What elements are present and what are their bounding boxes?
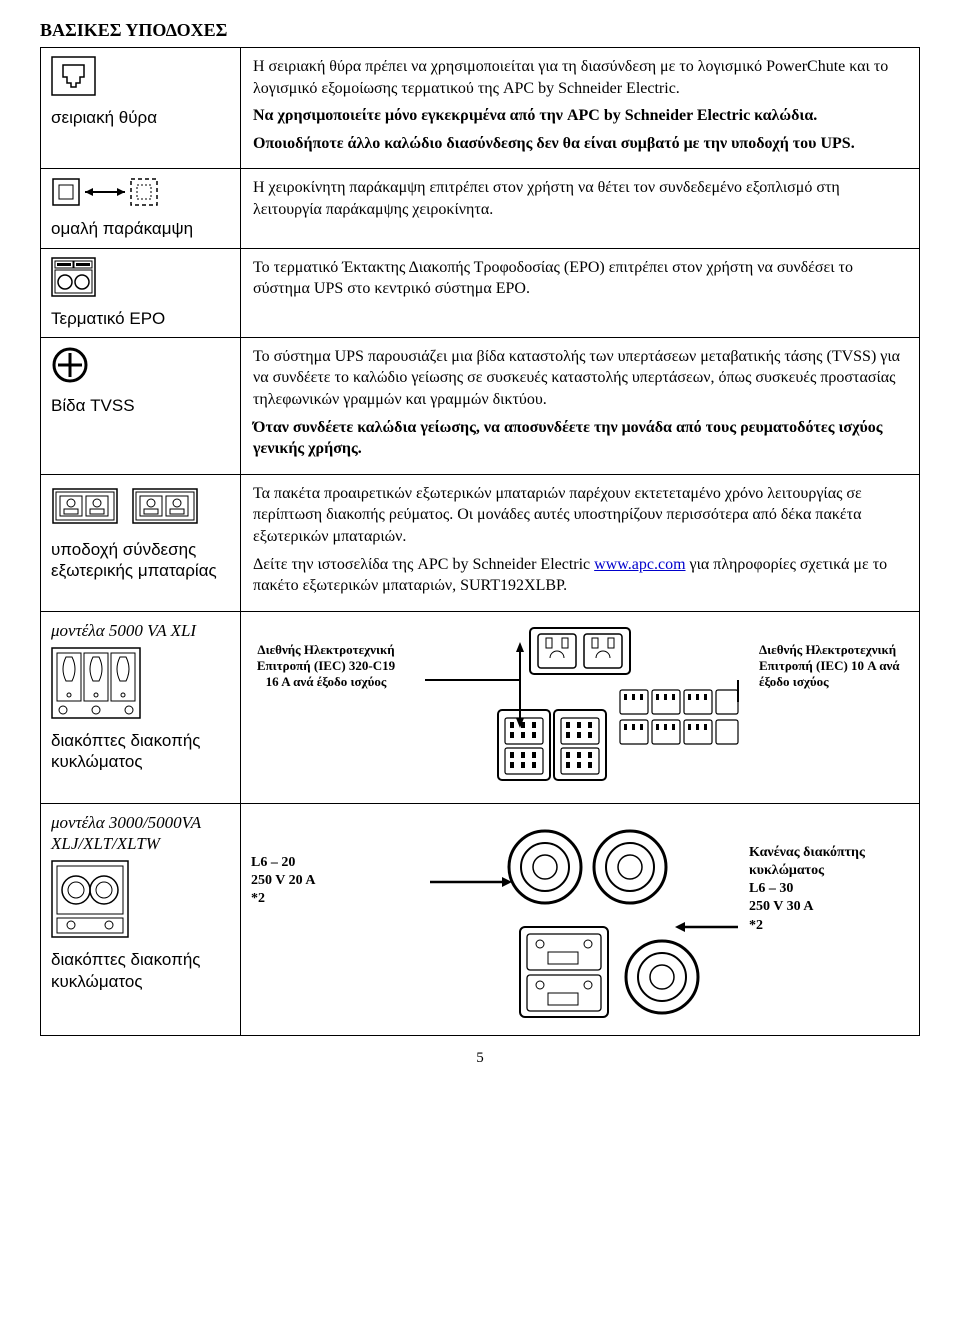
cell-serial-label: σειριακή θύρα <box>41 48 241 168</box>
xli-model: μοντέλα 5000 VA XLI <box>51 620 230 641</box>
cell-tvss-desc: Το σύστημα UPS παρουσιάζει μια βίδα κατα… <box>241 338 919 474</box>
xlj-right-text: Κανένας διακόπτης κυκλώματος L6 – 30 250… <box>749 844 909 935</box>
specs-table: σειριακή θύρα Η σειριακή θύρα πρέπει να … <box>40 47 920 1036</box>
row-xli: μοντέλα 5000 VA XLI <box>41 612 919 804</box>
cell-xlj-diagram: L6 – 20 250 V 20 A *2 <box>241 804 919 1035</box>
circuit-breaker-icon-2 <box>51 860 230 943</box>
cell-epo-label: Τερματικό EPO <box>41 249 241 337</box>
battery-label: υποδοχή σύνδεσης εξωτερικής μπαταρίας <box>51 539 230 582</box>
row-tvss: Βίδα TVSS Το σύστημα UPS παρουσιάζει μια… <box>41 338 919 475</box>
battery-p2: Δείτε την ιστοσελίδα της APC by Schneide… <box>253 554 907 597</box>
battery-connector-icon <box>51 483 230 533</box>
xli-outlets-diagram <box>420 620 740 795</box>
serial-p2: Να χρησιμοποιείτε μόνο εγκεκριμένα από τ… <box>253 105 907 127</box>
cell-battery-desc: Τα πακέτα προαιρετικών εξωτερικών μπαταρ… <box>241 475 919 611</box>
serial-port-icon <box>51 56 230 101</box>
xlj-outlets-diagram <box>420 812 740 1027</box>
row-battery: υποδοχή σύνδεσης εξωτερικής μπαταρίας Τα… <box>41 475 919 612</box>
bypass-p1: Η χειροκίνητη παράκαμψη επιτρέπει στον χ… <box>253 177 907 220</box>
cell-battery-label: υποδοχή σύνδεσης εξωτερικής μπαταρίας <box>41 475 241 611</box>
battery-p2a: Δείτε την ιστοσελίδα της APC by Schneide… <box>253 556 594 573</box>
cell-xlj-label: μοντέλα 3000/5000VA XLJ/XLT/XLTW διακόπτ… <box>41 804 241 1035</box>
bypass-label: ομαλή παράκαμψη <box>51 218 230 239</box>
epo-label: Τερματικό EPO <box>51 308 230 329</box>
serial-p3: Οποιοδήποτε άλλο καλώδιο διασύνδεσης δεν… <box>253 133 907 155</box>
section-title: ΒΑΣΙΚΕΣ ΥΠΟΔΟΧΕΣ <box>40 20 920 41</box>
page-number: 5 <box>40 1050 920 1067</box>
xli-label: διακόπτες διακοπής κυκλώματος <box>51 730 230 773</box>
apc-link[interactable]: www.apc.com <box>594 556 685 573</box>
cell-epo-desc: Το τερματικό Έκτακτης Διακοπής Τροφοδοσί… <box>241 249 919 337</box>
xlj-label: διακόπτες διακοπής κυκλώματος <box>51 949 230 992</box>
serial-p1: Η σειριακή θύρα πρέπει να χρησιμοποιείτα… <box>253 56 907 99</box>
cell-xli-label: μοντέλα 5000 VA XLI <box>41 612 241 803</box>
row-serial: σειριακή θύρα Η σειριακή θύρα πρέπει να … <box>41 48 919 169</box>
tvss-p1: Το σύστημα UPS παρουσιάζει μια βίδα κατα… <box>253 346 907 411</box>
row-xlj: μοντέλα 3000/5000VA XLJ/XLT/XLTW διακόπτ… <box>41 804 919 1035</box>
circuit-breaker-icon <box>51 647 230 724</box>
battery-p1: Τα πακέτα προαιρετικών εξωτερικών μπαταρ… <box>253 483 907 548</box>
xlj-model: μοντέλα 3000/5000VA XLJ/XLT/XLTW <box>51 812 230 855</box>
cell-bypass-desc: Η χειροκίνητη παράκαμψη επιτρέπει στον χ… <box>241 169 919 247</box>
serial-label: σειριακή θύρα <box>51 107 230 128</box>
xli-left-text: Διεθνής Ηλεκτροτεχνική Επιτροπή (IEC) 32… <box>251 642 401 691</box>
xli-right-text: Διεθνής Ηλεκτροτεχνική Επιτροπή (IEC) 10… <box>759 642 909 691</box>
xlj-left-text: L6 – 20 250 V 20 A *2 <box>251 854 315 909</box>
cell-serial-desc: Η σειριακή θύρα πρέπει να χρησιμοποιείτα… <box>241 48 919 168</box>
tvss-p2: Όταν συνδέετε καλώδια γείωσης, να αποσυν… <box>253 417 907 460</box>
row-bypass: ομαλή παράκαμψη Η χειροκίνητη παράκαμψη … <box>41 169 919 248</box>
cell-bypass-label: ομαλή παράκαμψη <box>41 169 241 247</box>
epo-terminal-icon <box>51 257 230 302</box>
cell-tvss-label: Βίδα TVSS <box>41 338 241 474</box>
epo-p1: Το τερματικό Έκτακτης Διακοπής Τροφοδοσί… <box>253 257 907 300</box>
tvss-label: Βίδα TVSS <box>51 395 230 416</box>
row-epo: Τερματικό EPO Το τερματικό Έκτακτης Διακ… <box>41 249 919 338</box>
cell-xli-diagram: Διεθνής Ηλεκτροτεχνική Επιτροπή (IEC) 32… <box>241 612 919 803</box>
bypass-icon <box>51 177 230 212</box>
tvss-screw-icon <box>51 346 230 389</box>
